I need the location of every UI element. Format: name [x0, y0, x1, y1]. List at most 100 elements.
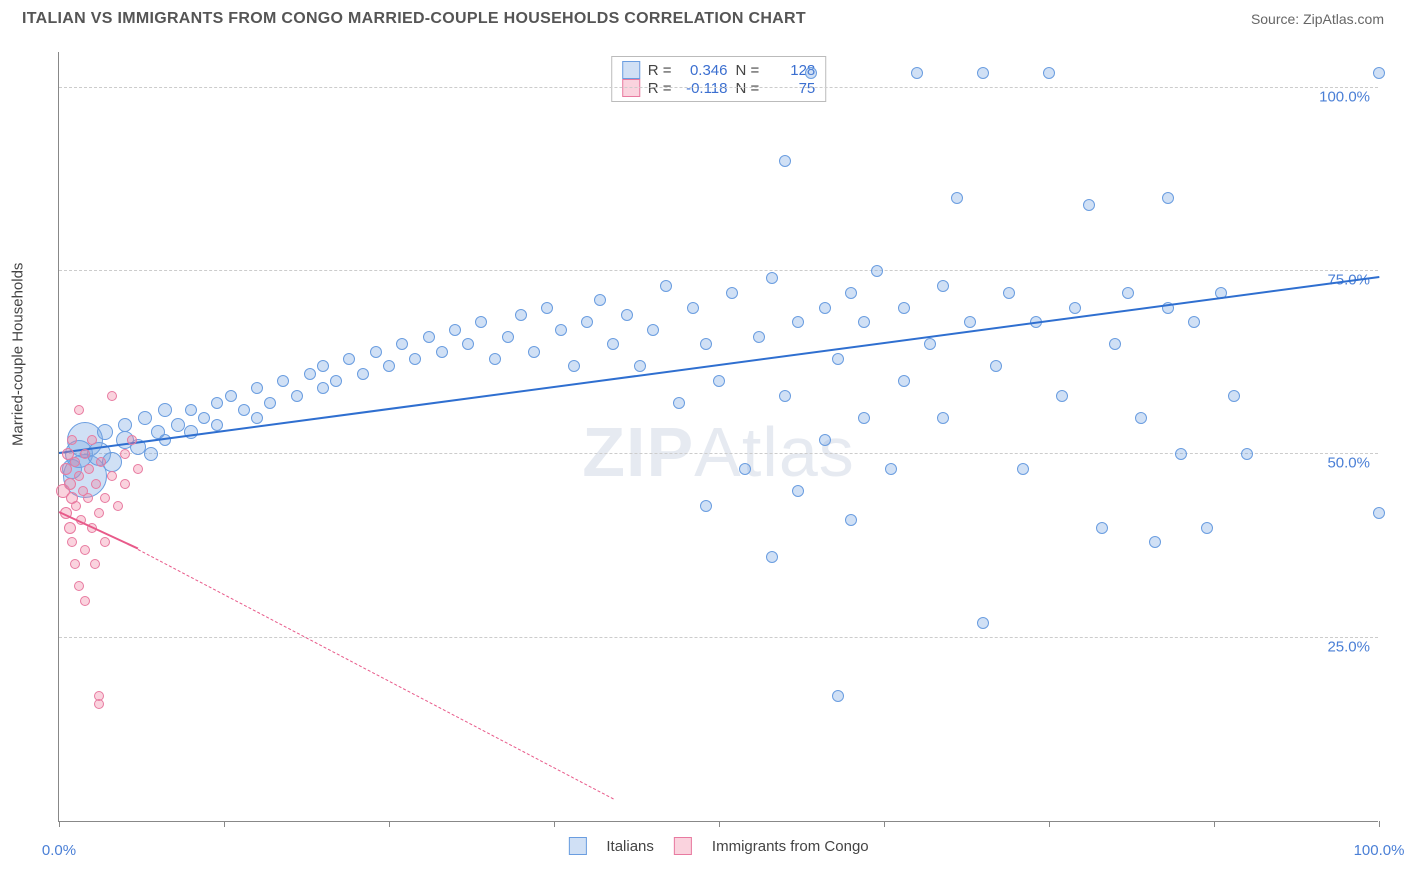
data-point [225, 390, 237, 402]
r-value-italians: 0.346 [680, 62, 728, 79]
data-point [911, 67, 923, 79]
data-point [185, 404, 197, 416]
data-point [713, 375, 725, 387]
data-point [97, 424, 113, 440]
data-point [1096, 522, 1108, 534]
data-point [1043, 67, 1055, 79]
data-point [107, 471, 117, 481]
data-point [555, 324, 567, 336]
data-point [409, 353, 421, 365]
r-label: R = [648, 80, 672, 97]
legend-label-congo: Immigrants from Congo [712, 838, 869, 855]
data-point [343, 353, 355, 365]
data-point [80, 596, 90, 606]
data-point [1069, 302, 1081, 314]
data-point [113, 501, 123, 511]
data-point [64, 478, 76, 490]
y-axis-label: Married-couple Households [10, 263, 27, 446]
data-point [594, 294, 606, 306]
data-point [158, 403, 172, 417]
data-point [264, 397, 276, 409]
n-label: N = [736, 80, 760, 97]
n-label: N = [736, 62, 760, 79]
trend-line-extrapolated [138, 549, 614, 799]
x-tick [59, 821, 60, 827]
data-point [91, 479, 101, 489]
x-tick [884, 821, 885, 827]
data-point [70, 559, 80, 569]
data-point [251, 382, 263, 394]
data-point [1201, 522, 1213, 534]
data-point [541, 302, 553, 314]
data-point [71, 501, 81, 511]
data-point [238, 404, 250, 416]
data-point [138, 411, 152, 425]
data-point [80, 449, 90, 459]
data-point [660, 280, 672, 292]
data-point [100, 493, 110, 503]
data-point [792, 485, 804, 497]
data-point [60, 463, 72, 475]
data-point [700, 500, 712, 512]
r-label: R = [648, 62, 672, 79]
data-point [171, 418, 185, 432]
data-point [1175, 448, 1187, 460]
data-point [436, 346, 448, 358]
data-point [127, 435, 137, 445]
data-point [937, 412, 949, 424]
data-point [990, 360, 1002, 372]
data-point [80, 545, 90, 555]
data-point [1122, 287, 1134, 299]
data-point [357, 368, 369, 380]
data-point [1056, 390, 1068, 402]
data-point [924, 338, 936, 350]
data-point [64, 522, 76, 534]
data-point [74, 471, 84, 481]
data-point [977, 617, 989, 629]
scatter-chart: ZIPAtlas R = 0.346 N = 128 R = -0.118 N … [58, 52, 1378, 822]
data-point [184, 425, 198, 439]
data-point [74, 581, 84, 591]
data-point [449, 324, 461, 336]
legend-bottom: Italians Immigrants from Congo [568, 837, 868, 855]
x-tick-label: 100.0% [1354, 842, 1405, 859]
data-point [370, 346, 382, 358]
data-point [144, 447, 158, 461]
n-value-congo: 75 [767, 80, 815, 97]
data-point [898, 302, 910, 314]
stats-row-congo: R = -0.118 N = 75 [622, 79, 816, 97]
data-point [211, 397, 223, 409]
data-point [845, 514, 857, 526]
data-point [1228, 390, 1240, 402]
data-point [1149, 536, 1161, 548]
data-point [964, 316, 976, 328]
stats-row-italians: R = 0.346 N = 128 [622, 61, 816, 79]
data-point [845, 287, 857, 299]
data-point [528, 346, 540, 358]
gridline [59, 637, 1378, 638]
data-point [1109, 338, 1121, 350]
data-point [766, 272, 778, 284]
data-point [1162, 192, 1174, 204]
data-point [107, 391, 117, 401]
data-point [120, 479, 130, 489]
data-point [87, 435, 97, 445]
y-tick-label: 50.0% [1327, 455, 1370, 472]
data-point [1003, 287, 1015, 299]
data-point [977, 67, 989, 79]
data-point [779, 155, 791, 167]
data-point [423, 331, 435, 343]
data-point [832, 690, 844, 702]
data-point [687, 302, 699, 314]
chart-title: ITALIAN VS IMMIGRANTS FROM CONGO MARRIED… [22, 10, 806, 28]
swatch-congo [622, 79, 640, 97]
data-point [330, 375, 342, 387]
data-point [1241, 448, 1253, 460]
data-point [291, 390, 303, 402]
swatch-italians [622, 61, 640, 79]
y-tick-label: 25.0% [1327, 638, 1370, 655]
data-point [858, 316, 870, 328]
data-point [74, 405, 84, 415]
data-point [383, 360, 395, 372]
data-point [67, 537, 77, 547]
